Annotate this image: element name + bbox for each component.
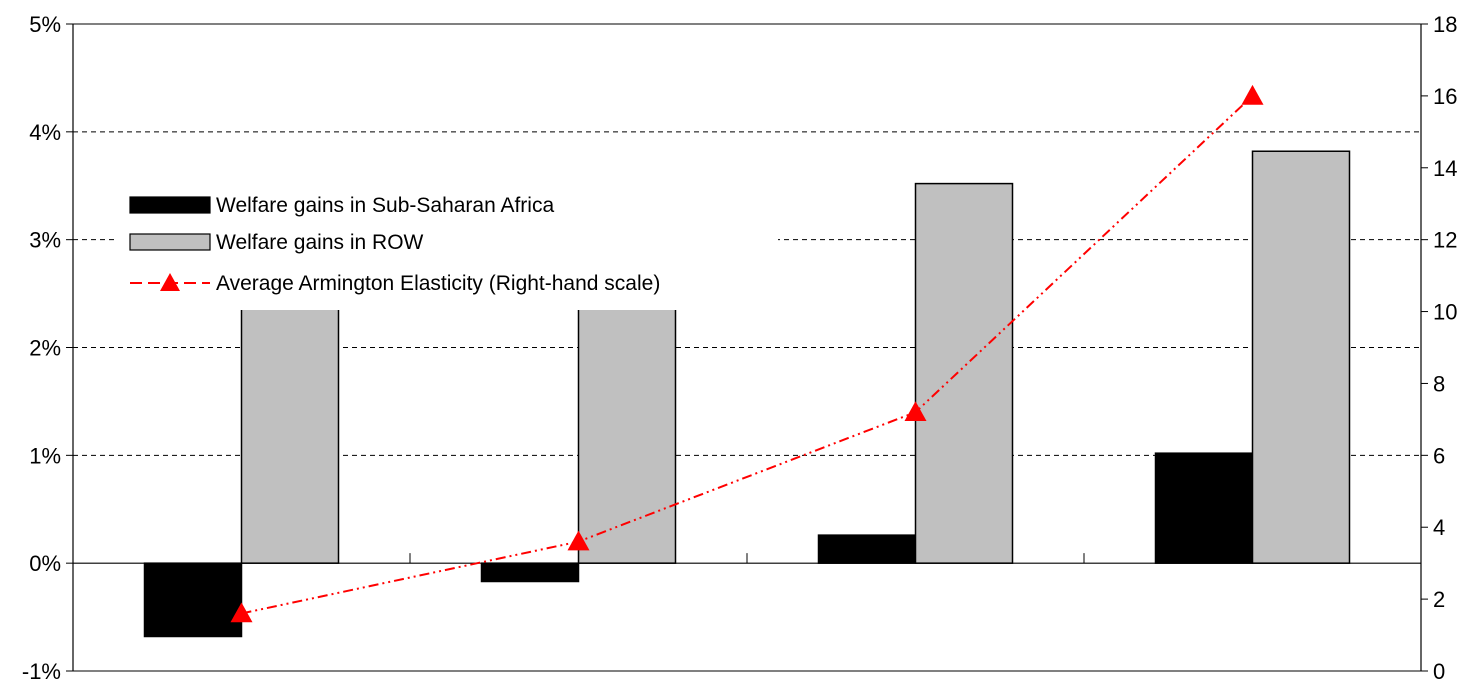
left-tick-label: 1% (29, 443, 61, 468)
right-tick-label: 18 (1433, 12, 1457, 37)
bar-ssa (143, 562, 243, 638)
bar-ssa (480, 562, 580, 583)
elasticity-marker (904, 401, 927, 421)
elasticity-marker (567, 530, 590, 551)
legend-swatch-marker (160, 273, 180, 291)
bar-ssa (1154, 452, 1254, 564)
right-tick-label: 2 (1433, 587, 1445, 612)
left-tick-label: 5% (29, 12, 61, 37)
left-tick-label: 2% (29, 336, 61, 361)
elasticity-line (230, 84, 1264, 623)
right-tick-label: 10 (1433, 300, 1457, 325)
legend-background (118, 180, 778, 310)
right-tick-label: 16 (1433, 84, 1457, 109)
elasticity-marker (1241, 84, 1264, 105)
bar-row (1251, 150, 1351, 564)
bars (143, 150, 1351, 638)
legend-label: Welfare gains in ROW (216, 231, 424, 254)
left-tick-label: 3% (29, 228, 61, 253)
bar-row (240, 298, 340, 564)
left-tick-label: 0% (29, 551, 61, 576)
right-tick-label: 6 (1433, 443, 1445, 468)
left-tick-label: 4% (29, 120, 61, 145)
right-tick-label: 12 (1433, 228, 1457, 253)
elasticity-line-path (241, 95, 1254, 615)
left-tick-label: -1% (22, 659, 61, 682)
right-axis-ticks: 0 2 4 6 8 10 12 14 16 18 (1421, 12, 1457, 682)
legend-swatch (129, 196, 211, 214)
legend: Welfare gains in Sub-Saharan Africa Welfa… (118, 180, 778, 310)
legend-swatch (129, 233, 211, 251)
bar-ssa (817, 534, 917, 564)
legend-label: Average Armington Elasticity (Right-hand… (216, 272, 660, 295)
right-tick-label: 8 (1433, 371, 1445, 396)
right-tick-label: 0 (1433, 659, 1445, 682)
bar-row (914, 182, 1014, 564)
bar-row (577, 298, 677, 564)
elasticity-marker (230, 602, 253, 623)
legend-label: Welfare gains in Sub-Saharan Africa (216, 194, 554, 217)
left-axis-ticks: -1% 0% 1% 2% 3% 4% 5% (22, 12, 73, 682)
right-tick-label: 14 (1433, 156, 1457, 181)
right-tick-label: 4 (1433, 515, 1445, 540)
